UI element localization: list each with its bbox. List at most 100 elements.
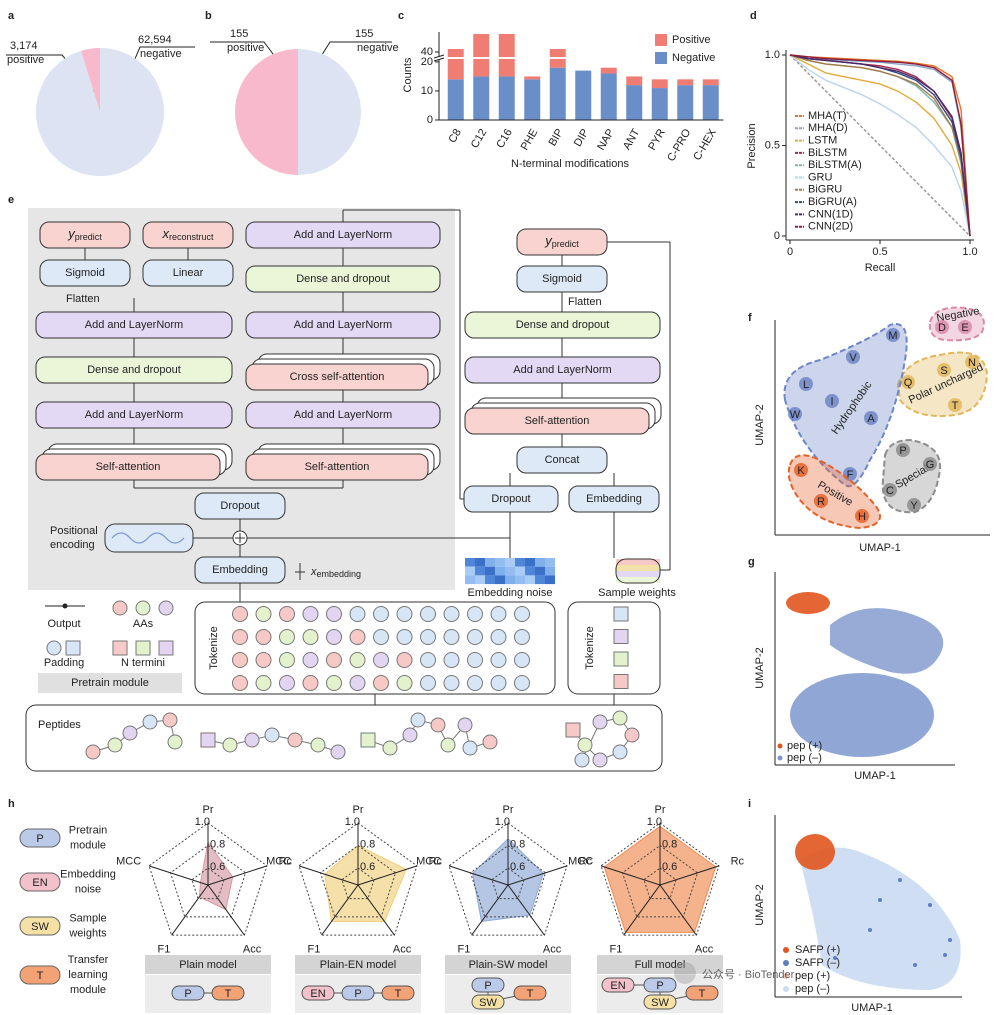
token — [396, 675, 413, 691]
block-label: Dropout — [491, 493, 530, 505]
block-label: Add and LayerNorm — [513, 364, 611, 376]
legend-label: LSTM — [808, 135, 837, 147]
bar — [677, 85, 694, 120]
legend-label: Positive — [672, 34, 711, 46]
residue — [457, 717, 473, 733]
residue-label: E — [961, 322, 968, 334]
weight-stripe — [616, 565, 660, 571]
block — [245, 265, 441, 293]
module-chip — [19, 916, 61, 936]
legend-swatch — [655, 34, 667, 46]
radar-axis-label: Rc — [579, 856, 593, 868]
residue-label: V — [849, 352, 857, 364]
residue-label: F — [847, 469, 854, 481]
token — [279, 629, 295, 645]
bar — [447, 49, 464, 80]
token — [467, 652, 483, 668]
y-tick-label: 1.0 — [765, 49, 780, 61]
radar-tick-label: 0.8 — [662, 838, 677, 850]
legend-marker — [783, 986, 789, 992]
panel-label: i — [748, 798, 751, 810]
token — [326, 629, 342, 645]
radar-spoke — [659, 884, 697, 936]
module-chip-label: P — [354, 988, 361, 1000]
noise-cell — [495, 558, 505, 567]
block — [245, 221, 441, 249]
noise-cell — [505, 566, 515, 576]
legend-label: Output — [47, 618, 80, 630]
block-label: Add and LayerNorm — [294, 319, 392, 331]
legend-label: Negative — [672, 52, 715, 64]
legend-label: CNN(1D) — [808, 208, 853, 220]
legend-token — [65, 640, 81, 656]
radar-spoke — [507, 865, 568, 886]
token — [490, 606, 507, 622]
y-tick-label: 0 — [774, 230, 780, 242]
block-label: Embedding — [586, 493, 642, 505]
cluster-region — [881, 438, 942, 514]
token — [232, 606, 248, 622]
x-tick-label: BIP — [547, 127, 566, 148]
x-axis-label: N-terminal modifications — [511, 158, 629, 170]
noise-cell — [505, 558, 515, 567]
panel-label: b — [205, 10, 212, 22]
token — [302, 652, 319, 668]
token — [420, 606, 436, 622]
radar-axis-label: MCC — [116, 856, 141, 868]
residue — [222, 737, 238, 753]
legend-marker — [783, 973, 789, 979]
block-label: ypredict — [67, 226, 102, 242]
bar — [626, 85, 643, 120]
residue — [592, 714, 608, 730]
pr-curve — [789, 54, 971, 237]
radar-axis-label: MCC — [266, 856, 291, 868]
token — [613, 606, 629, 622]
residue-point — [907, 498, 921, 512]
legend-marker — [783, 960, 789, 966]
value-label: 155 — [230, 28, 248, 40]
radar-axis-label: Rc — [279, 856, 293, 868]
module-chip-label: P — [184, 988, 191, 1000]
point-cloud — [800, 847, 961, 990]
radar-tick-label: 0.6 — [510, 861, 525, 873]
module-chip-label: T — [527, 988, 534, 1000]
radar-axis-label: Rc — [429, 856, 443, 868]
residue-point — [958, 320, 972, 334]
y-tick-label: 20 — [421, 56, 433, 68]
panel-label: h — [8, 798, 15, 810]
legend-marker — [783, 947, 789, 953]
token — [279, 652, 295, 668]
token — [349, 629, 366, 645]
block — [245, 311, 441, 339]
symbol: x — [310, 566, 317, 578]
x-embedding: xembedding — [310, 566, 361, 579]
block-label: Add and LayerNorm — [294, 409, 392, 421]
block — [464, 356, 661, 384]
subscript: predict — [75, 232, 103, 242]
category-label: negative — [140, 48, 182, 60]
legend-label: GRU — [808, 171, 833, 183]
n-terminus — [200, 732, 216, 748]
radar-ring — [621, 844, 699, 918]
token — [443, 606, 460, 622]
block-label: Positional — [50, 525, 98, 537]
panel-label: a — [8, 10, 15, 22]
residue-label: H — [858, 511, 866, 523]
bar — [498, 34, 515, 77]
bar — [447, 79, 464, 120]
bar — [473, 76, 490, 120]
radar-spoke — [448, 865, 509, 886]
y-tick-label: 40 — [421, 46, 433, 58]
residue-point — [855, 509, 869, 523]
pr-curve — [789, 54, 971, 237]
radar-tick-label: 0.8 — [360, 838, 375, 850]
subscript: reconstruct — [169, 232, 214, 242]
token — [514, 606, 530, 622]
output-dot — [62, 603, 68, 609]
value-label: 3,174 — [10, 40, 38, 52]
token — [443, 629, 460, 645]
noise-cell — [525, 566, 535, 576]
token — [490, 675, 507, 691]
y-axis-label: Counts — [402, 57, 414, 92]
noise-cell — [465, 566, 475, 576]
